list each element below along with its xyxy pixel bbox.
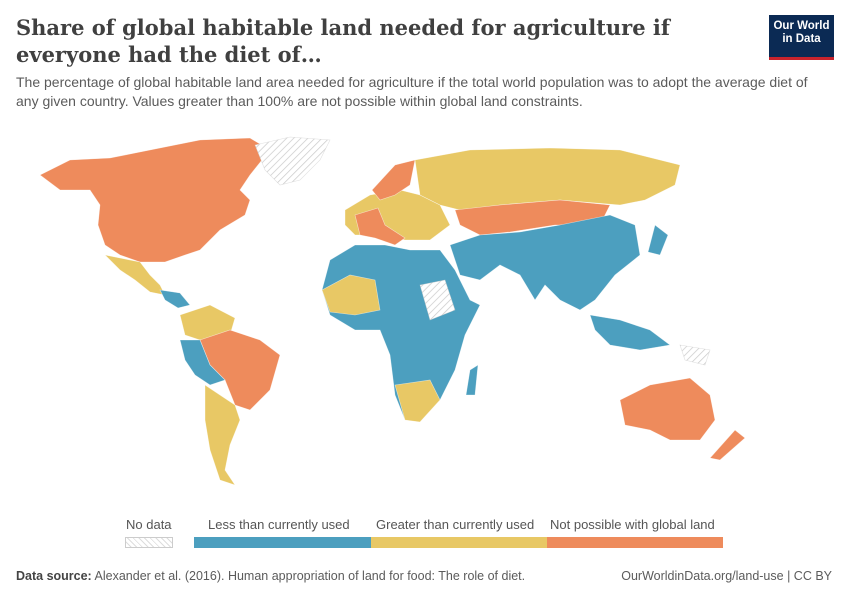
region-west-africa[interactable] [321,274,381,316]
world-map[interactable] [0,125,850,505]
region-southeast-asia[interactable] [589,314,671,351]
region-scandinavia[interactable] [371,159,416,201]
logo-line-2: in Data [782,33,821,45]
legend-swatch-not-possible [547,537,723,548]
region-central-america[interactable] [159,289,191,309]
logo-line-1: Our World [773,20,830,32]
region-japan[interactable] [647,224,669,256]
legend-label-not-possible: Not possible with global land [550,517,715,532]
region-peru-bolivia[interactable] [179,339,226,386]
source-label: Data source: [16,569,92,583]
owid-logo[interactable]: Our World in Data [769,15,834,60]
region-asia[interactable] [449,214,641,311]
legend-no-data-swatch [125,537,173,548]
legend-swatch-greater [371,537,547,548]
owid-link[interactable]: OurWorldinData.org/land-use [621,569,784,583]
region-russia[interactable] [414,147,681,211]
legend-label-less: Less than currently used [208,517,350,532]
data-source: Data source: Alexander et al. (2016). Hu… [16,569,525,583]
region-western-europe[interactable] [354,207,406,246]
region-north-america[interactable] [39,137,271,263]
region-madagascar[interactable] [465,364,479,396]
footer-links: OurWorldinData.org/land-use | CC BY [621,569,832,583]
region-argentina-chile[interactable] [204,384,241,486]
source-text: Alexander et al. (2016). Human appropria… [94,569,526,583]
region-sudan[interactable] [419,279,456,321]
legend-label-greater: Greater than currently used [376,517,535,532]
license-link[interactable]: CC BY [793,569,832,583]
region-australia[interactable] [619,377,716,441]
region-greenland[interactable] [254,136,331,186]
region-southern-africa[interactable] [394,379,441,423]
page-subtitle: The percentage of global habitable land … [16,74,808,109]
page-title: Share of global habitable land needed fo… [16,15,670,67]
legend-no-data-label: No data [126,517,172,532]
region-new-guinea[interactable] [679,344,711,366]
legend-swatch-less [194,537,371,548]
region-new-zealand[interactable] [709,429,746,461]
